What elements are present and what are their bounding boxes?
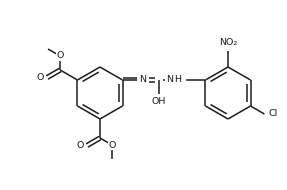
Text: O: O — [77, 141, 84, 150]
Text: Cl: Cl — [268, 109, 278, 119]
Text: NO₂: NO₂ — [219, 38, 237, 47]
Text: O: O — [37, 73, 44, 82]
Text: N: N — [166, 75, 173, 85]
Text: H: H — [174, 75, 181, 85]
Text: N: N — [139, 75, 146, 85]
Text: OH: OH — [152, 97, 166, 106]
Text: O: O — [108, 140, 116, 150]
Text: O: O — [57, 51, 64, 60]
